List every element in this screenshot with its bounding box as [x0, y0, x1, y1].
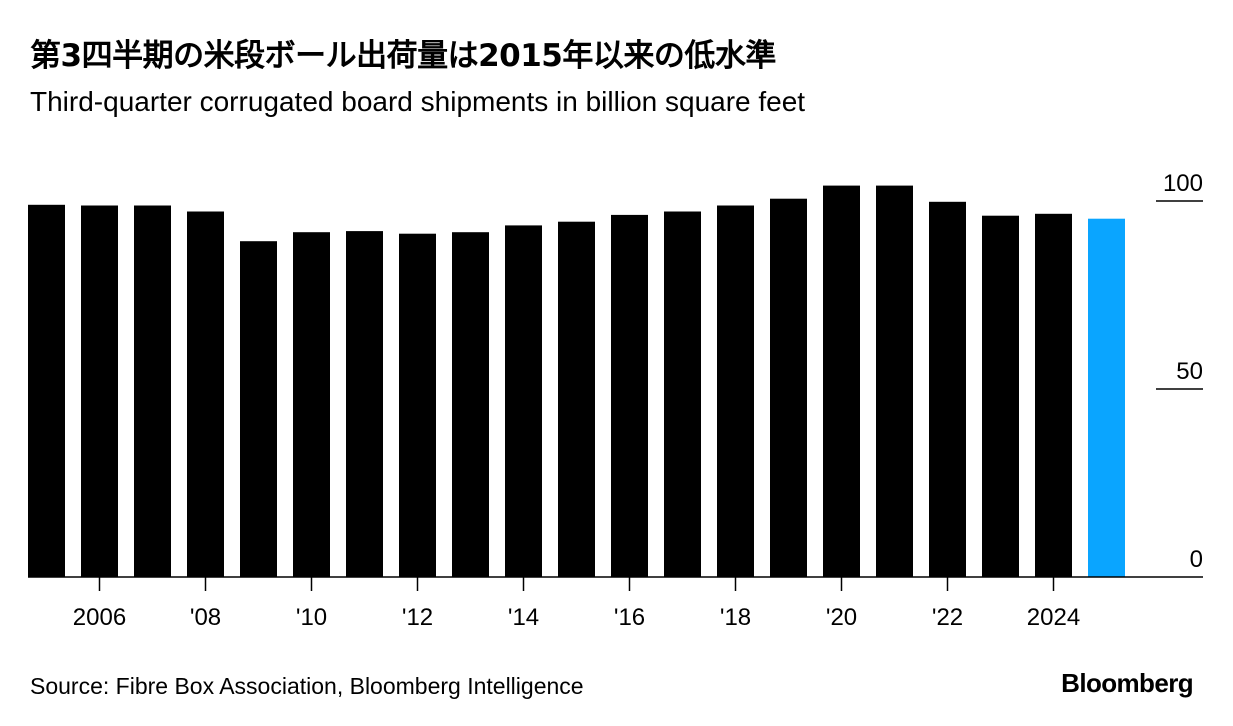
bar-chart: 0 50 100 2006 '08 '10 '12 '14 '16 '18 '20 '22 2024	[28, 170, 1203, 631]
x-tick-label-2006: 2006	[73, 604, 126, 631]
y-axis: 0 50 100	[1156, 170, 1203, 573]
x-tick-label-2014: '14	[508, 604, 539, 631]
bar-2025	[1088, 218, 1125, 577]
chart-subtitle: Third-quarter corrugated board shipments…	[30, 86, 806, 117]
x-tick-label-2010: '10	[296, 604, 327, 631]
bar-2015	[558, 221, 595, 577]
bar-2012	[399, 233, 436, 577]
bar-2005	[28, 204, 65, 578]
bar-2020	[823, 185, 860, 577]
y-tick-label-100: 100	[1163, 170, 1203, 197]
bar-2018	[717, 205, 754, 577]
bars-group	[28, 185, 1125, 578]
bar-2010	[293, 232, 330, 577]
bar-2021	[876, 185, 913, 577]
x-tick-label-2022: '22	[932, 604, 963, 631]
x-tick-label-2020: '20	[826, 604, 857, 631]
bar-2011	[346, 231, 383, 577]
bar-2013	[452, 232, 489, 577]
x-tick-label-2016: '16	[614, 604, 645, 631]
bar-2017	[664, 211, 701, 577]
x-tick-label-2012: '12	[402, 604, 433, 631]
bar-2016	[611, 214, 648, 577]
source-note: Source: Fibre Box Association, Bloomberg…	[30, 673, 584, 699]
x-tick-label-2018: '18	[720, 604, 751, 631]
bar-2007	[134, 205, 171, 577]
bar-2024	[1035, 213, 1072, 578]
x-tick-label-2008: '08	[190, 604, 221, 631]
bar-2014	[505, 225, 542, 577]
y-tick-label-50: 50	[1176, 358, 1203, 385]
bar-2006	[81, 205, 118, 577]
bar-2008	[187, 211, 224, 577]
y-tick-label-0: 0	[1190, 546, 1203, 573]
bloomberg-logo: Bloomberg	[1061, 668, 1193, 698]
chart-title: 第3四半期の米段ボール出荷量は2015年以来の低水準	[30, 38, 776, 74]
bar-2023	[982, 215, 1019, 577]
bar-2009	[240, 241, 277, 577]
x-tick-label-2024: 2024	[1027, 604, 1080, 631]
bar-2019	[770, 198, 807, 577]
x-axis: 2006 '08 '10 '12 '14 '16 '18 '20 '22 2024	[73, 577, 1080, 631]
bar-2022	[929, 201, 966, 578]
